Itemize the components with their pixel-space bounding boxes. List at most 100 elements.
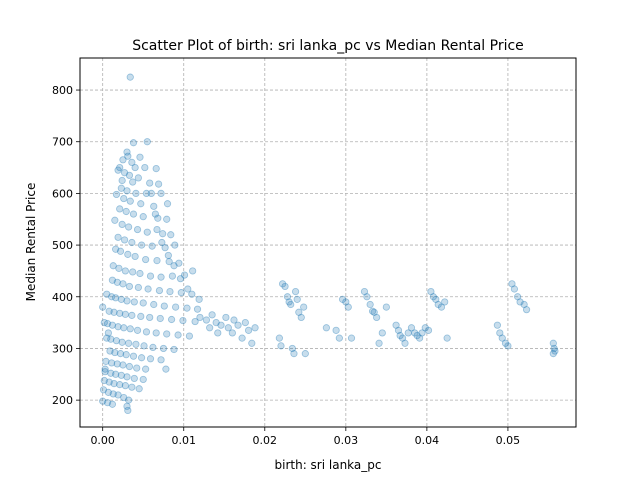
scatter-point — [107, 335, 115, 343]
scatter-point — [128, 383, 136, 391]
scatter-point — [114, 391, 122, 399]
scatter-point — [179, 316, 187, 325]
scatter-point — [437, 303, 446, 311]
scatter-point — [103, 399, 112, 407]
x-axis-ticks: 0.00 0.01 0.02 0.03 0.04 0.05 — [90, 427, 520, 447]
scatter-point — [338, 295, 347, 303]
scatter-point — [413, 331, 421, 340]
scatter-point — [123, 297, 131, 305]
scatter-point — [498, 334, 506, 342]
scatter-point — [277, 342, 285, 350]
scatter-point — [142, 255, 150, 264]
scatter-point — [180, 271, 189, 279]
scatter-point — [160, 302, 168, 310]
scatter-point — [404, 329, 412, 337]
scatter-point — [432, 295, 440, 303]
scatter-point — [128, 158, 136, 166]
scatter-point — [189, 267, 197, 275]
scatter-point — [174, 331, 182, 339]
scatter-point — [493, 321, 501, 329]
scatter-point — [112, 190, 121, 199]
scatter-point — [137, 241, 146, 249]
scatter-point — [332, 326, 340, 334]
scatter-point — [108, 359, 116, 367]
y-axis-label: Median Rental Price — [24, 183, 38, 302]
scatter-point — [125, 339, 133, 347]
scatter-point — [208, 311, 216, 319]
scatter-point — [366, 300, 374, 309]
scatter-point — [108, 400, 117, 408]
scatter-point — [108, 276, 117, 284]
scatter-point — [163, 330, 171, 338]
scatter-point — [551, 347, 559, 355]
scatter-point — [407, 324, 416, 332]
scatter-point — [165, 258, 173, 266]
scatter-point — [132, 340, 140, 348]
scatter-point — [516, 298, 524, 306]
scatter-point — [159, 230, 167, 238]
scatter-point — [111, 348, 119, 357]
scatter-point — [131, 163, 139, 172]
scatter-point — [105, 378, 113, 386]
scatter-point — [113, 278, 121, 286]
scatter-point — [117, 371, 125, 379]
scatter-point — [287, 300, 295, 309]
scatter-point — [550, 344, 558, 353]
scatter-point — [125, 396, 133, 404]
y-tick-label: 800 — [52, 84, 73, 97]
scatter-point — [114, 233, 122, 241]
scatter-point — [171, 241, 179, 249]
scatter-point — [114, 166, 122, 174]
scatter-point — [392, 321, 400, 329]
scatter-point — [275, 334, 283, 342]
scatter-point — [368, 307, 377, 315]
scatter-point — [112, 245, 120, 253]
scatter-point — [279, 280, 287, 288]
scatter-point — [206, 324, 214, 332]
scatter-point — [123, 402, 131, 410]
scatter-point — [290, 350, 298, 358]
scatter-point — [99, 386, 108, 394]
scatter-point — [167, 315, 176, 324]
scatter-point — [196, 313, 204, 322]
scatter-point — [415, 334, 424, 342]
scatter-point — [342, 298, 350, 306]
scatter-point — [281, 282, 289, 291]
scatter-point — [183, 304, 191, 312]
x-tick-label: 0.05 — [496, 434, 521, 447]
scatter-point — [133, 326, 142, 334]
scatter-point — [441, 298, 449, 306]
scatter-point — [241, 319, 249, 327]
scatter-point — [126, 197, 134, 205]
scatter-point — [150, 300, 158, 309]
scatter-point — [421, 324, 429, 332]
scatter-point — [230, 316, 238, 324]
scatter-point — [300, 303, 308, 311]
y-tick-label: 400 — [52, 291, 73, 304]
scatter-point — [193, 305, 202, 313]
scatter-point — [549, 350, 557, 358]
scatter-point — [418, 329, 426, 337]
scatter-point — [120, 236, 129, 244]
data-points — [99, 73, 559, 415]
scatter-point — [116, 381, 124, 389]
scatter-point — [175, 259, 183, 267]
y-axis-ticks: 200 300 400 500 600 700 800 — [52, 84, 80, 407]
scatter-point — [185, 332, 194, 340]
scatter-point — [427, 287, 435, 296]
scatter-point — [146, 179, 154, 187]
scatter-point — [108, 293, 116, 301]
scatter-point — [134, 174, 142, 182]
scatter-point — [128, 238, 136, 247]
scatter-point — [136, 269, 144, 278]
scatter-point — [101, 365, 109, 373]
grid-lines — [80, 58, 576, 427]
scatter-point — [104, 388, 112, 396]
chart-title: Scatter Plot of birth: sri lanka_pc vs M… — [132, 38, 524, 54]
scatter-point — [129, 268, 137, 276]
scatter-point — [139, 375, 147, 384]
scatter-point — [129, 139, 138, 147]
scatter-point — [131, 252, 139, 261]
x-tick-label: 0.04 — [415, 434, 440, 447]
scatter-point — [117, 184, 125, 192]
